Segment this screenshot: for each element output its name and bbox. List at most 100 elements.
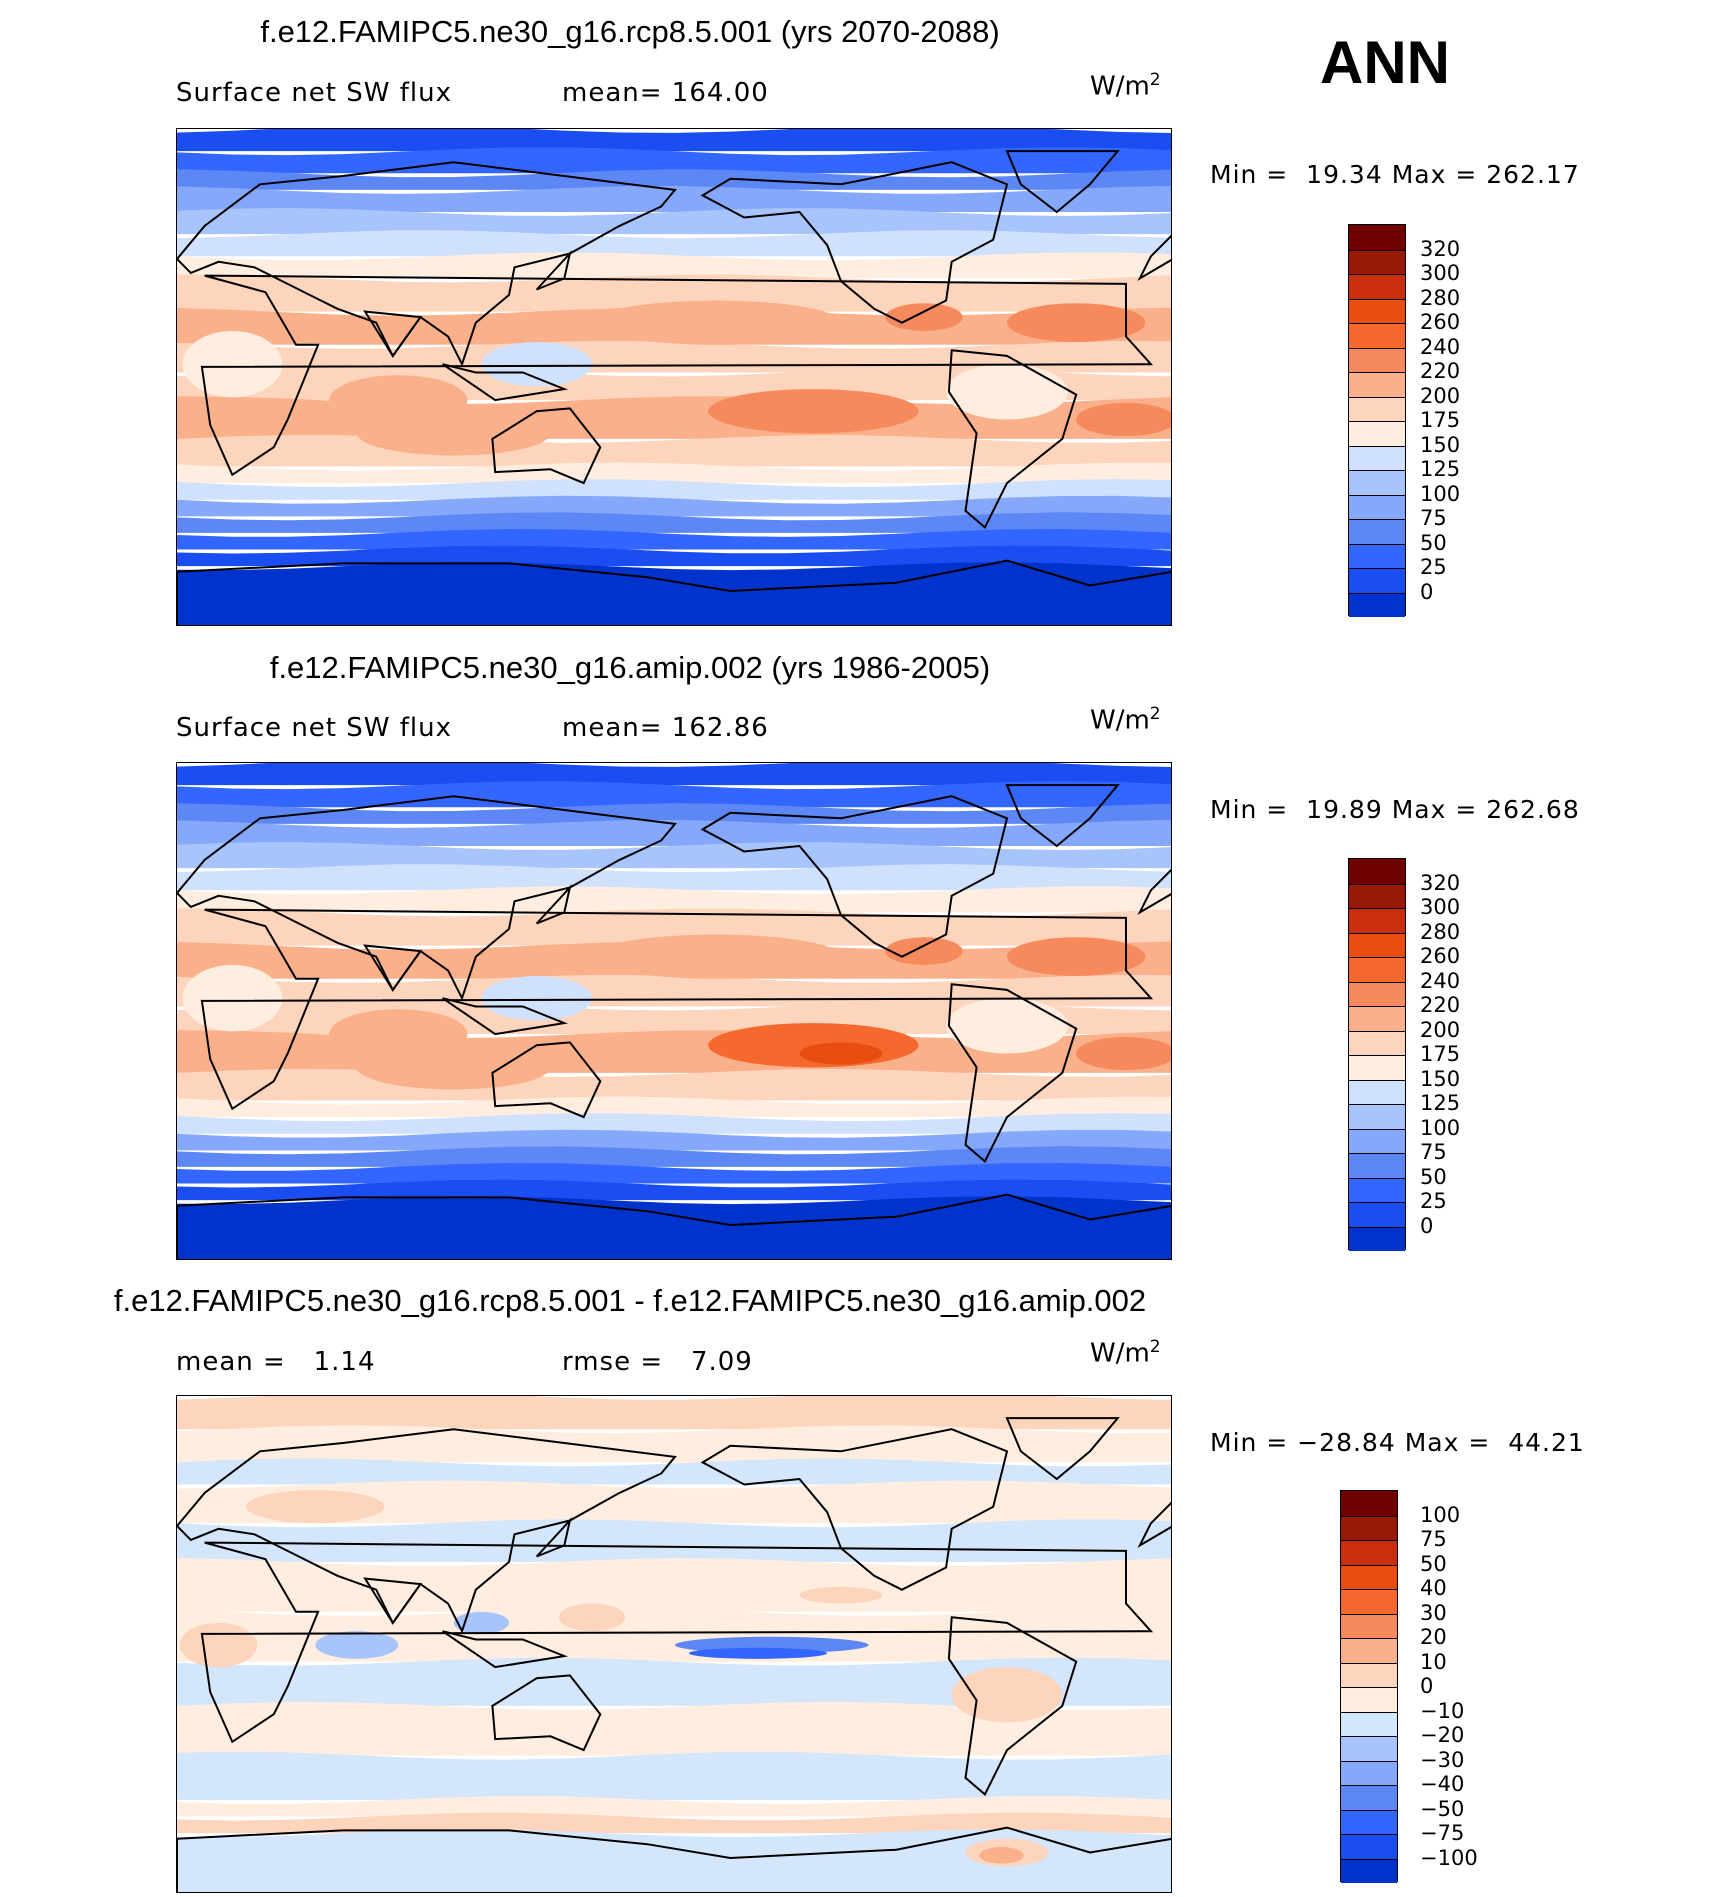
- contour-blob: [885, 303, 963, 331]
- contour-band: [177, 147, 1171, 174]
- contour-blob: [951, 1667, 1063, 1723]
- colorbar-cell: [1349, 883, 1405, 908]
- colorbar-cell: [1349, 274, 1405, 299]
- colorbar-label: −40: [1420, 1772, 1465, 1796]
- colorbar-cell: [1349, 1079, 1405, 1104]
- colorbar-cell: [1349, 1153, 1405, 1178]
- panel2-max-value: 262.68: [1486, 795, 1580, 824]
- contour-blob: [558, 1603, 626, 1632]
- coastline: [177, 161, 677, 367]
- colorbar-cell: [1349, 298, 1405, 323]
- colorbar-label: 150: [1420, 1066, 1461, 1091]
- colorbar-label: 25: [1420, 1189, 1447, 1213]
- colorbar-cell: [1341, 1785, 1397, 1810]
- colorbar-label: −75: [1420, 1821, 1465, 1845]
- coastline: [491, 1041, 602, 1119]
- contour-band: [177, 495, 1171, 517]
- panel1-mean-value: 164.00: [671, 78, 769, 108]
- panel2-mean: mean= 162.86: [562, 713, 769, 743]
- colorbar-cell: [1349, 1104, 1405, 1129]
- colorbar-label: 75: [1420, 1140, 1447, 1164]
- coastline: [1005, 150, 1120, 214]
- colorbar-cell: [1349, 1055, 1405, 1080]
- panel3-rmse-value: 7.09: [690, 1347, 753, 1377]
- contour-blob: [481, 342, 592, 387]
- panel2-max-label: Max =: [1391, 795, 1478, 824]
- coastline: [200, 908, 1154, 1111]
- coastline: [700, 161, 1009, 324]
- contour-band: [177, 1146, 1171, 1167]
- colorbar-cell: [1341, 1491, 1397, 1516]
- season-label: ANN: [1320, 29, 1450, 96]
- panel3-min-label: Min =: [1210, 1428, 1289, 1457]
- colorbar-label: −50: [1420, 1796, 1465, 1821]
- panel3-rmse-label: rmse =: [562, 1347, 664, 1377]
- colorbar-label: 240: [1420, 334, 1461, 359]
- colorbar-cell: [1349, 543, 1405, 568]
- colorbar-cell: [1349, 494, 1405, 519]
- contour-blob: [799, 408, 883, 431]
- panel1-variable: Surface net SW flux: [176, 78, 452, 108]
- colorbar-label: 200: [1420, 383, 1461, 408]
- colorbar-label: 50: [1420, 1551, 1447, 1576]
- colorbar-label: 0: [1420, 1674, 1434, 1698]
- colorbar-box: [1348, 858, 1406, 1251]
- coastline: [1137, 1501, 1171, 1548]
- panel2-title: f.e12.FAMIPC5.ne30_g16.amip.002 (yrs 198…: [269, 650, 991, 685]
- colorbar-label: 320: [1420, 236, 1461, 261]
- colorbar-label: 260: [1420, 944, 1461, 968]
- colorbar-cell: [1341, 1711, 1397, 1736]
- panel2-mean-label: mean=: [562, 713, 663, 743]
- contour-band: [177, 1607, 1171, 1662]
- panel3-units-exp: 2: [1149, 1337, 1161, 1357]
- colorbar-box: [1348, 224, 1406, 617]
- contour-blob: [688, 1647, 828, 1659]
- panel2-minmax: Min = 19.89 Max = 262.68: [1210, 795, 1580, 824]
- contour-band: [177, 512, 1171, 533]
- colorbar-cell: [1349, 908, 1405, 933]
- colorbar-label: −20: [1420, 1723, 1465, 1747]
- colorbar-cell: [1349, 932, 1405, 957]
- coastline: [947, 1616, 1078, 1796]
- coastline: [177, 1193, 1171, 1259]
- colorbar-label: 100: [1420, 1502, 1461, 1527]
- coastline: [947, 983, 1078, 1163]
- colorbar-cell: [1349, 1030, 1405, 1055]
- panel2-units-exp: 2: [1149, 704, 1161, 724]
- abs-map-svg: [177, 129, 1171, 625]
- abs-map-svg: [177, 763, 1171, 1259]
- contour-blob: [182, 964, 283, 1032]
- contour-band: [177, 886, 1171, 913]
- coastline: [442, 363, 569, 402]
- panel3-rmse: rmse = 7.09: [562, 1347, 753, 1377]
- contour-band: [177, 185, 1171, 212]
- coastline: [442, 1630, 569, 1669]
- colorbar-label: 280: [1420, 919, 1461, 944]
- colorbar-label: 125: [1420, 1091, 1461, 1115]
- panel1-title: f.e12.FAMIPC5.ne30_g16.rcp8.5.001 (yrs 2…: [260, 14, 1000, 49]
- contour-blob: [315, 1631, 399, 1659]
- contour-band: [177, 1396, 1171, 1430]
- colorbar-cell: [1341, 1540, 1397, 1565]
- coastline: [1005, 784, 1120, 848]
- colorbar-label: 175: [1420, 1042, 1461, 1066]
- contour-blob: [182, 330, 283, 398]
- contour-band: [177, 842, 1171, 869]
- contour-band: [177, 208, 1171, 235]
- colorbar-cell: [1341, 1564, 1397, 1589]
- coastline: [1137, 868, 1171, 915]
- colorbar-cell: [1341, 1589, 1397, 1614]
- colorbar-label: 175: [1420, 408, 1461, 432]
- panel3-mean-value: 1.14: [313, 1347, 376, 1377]
- colorbar-cell: [1349, 1006, 1405, 1031]
- panel1-mean: mean= 164.00: [562, 78, 769, 108]
- colorbar-label: 30: [1420, 1600, 1447, 1625]
- colorbar-box: [1340, 1490, 1398, 1883]
- colorbar-label: 100: [1420, 1115, 1461, 1140]
- panel3-mean: mean = 1.14: [176, 1347, 375, 1377]
- colorbar-label: 150: [1420, 432, 1461, 457]
- contour-band: [177, 1657, 1171, 1706]
- colorbar-label: 220: [1420, 359, 1461, 383]
- panel1-map: [176, 128, 1172, 626]
- colorbar-cell: [1341, 1613, 1397, 1638]
